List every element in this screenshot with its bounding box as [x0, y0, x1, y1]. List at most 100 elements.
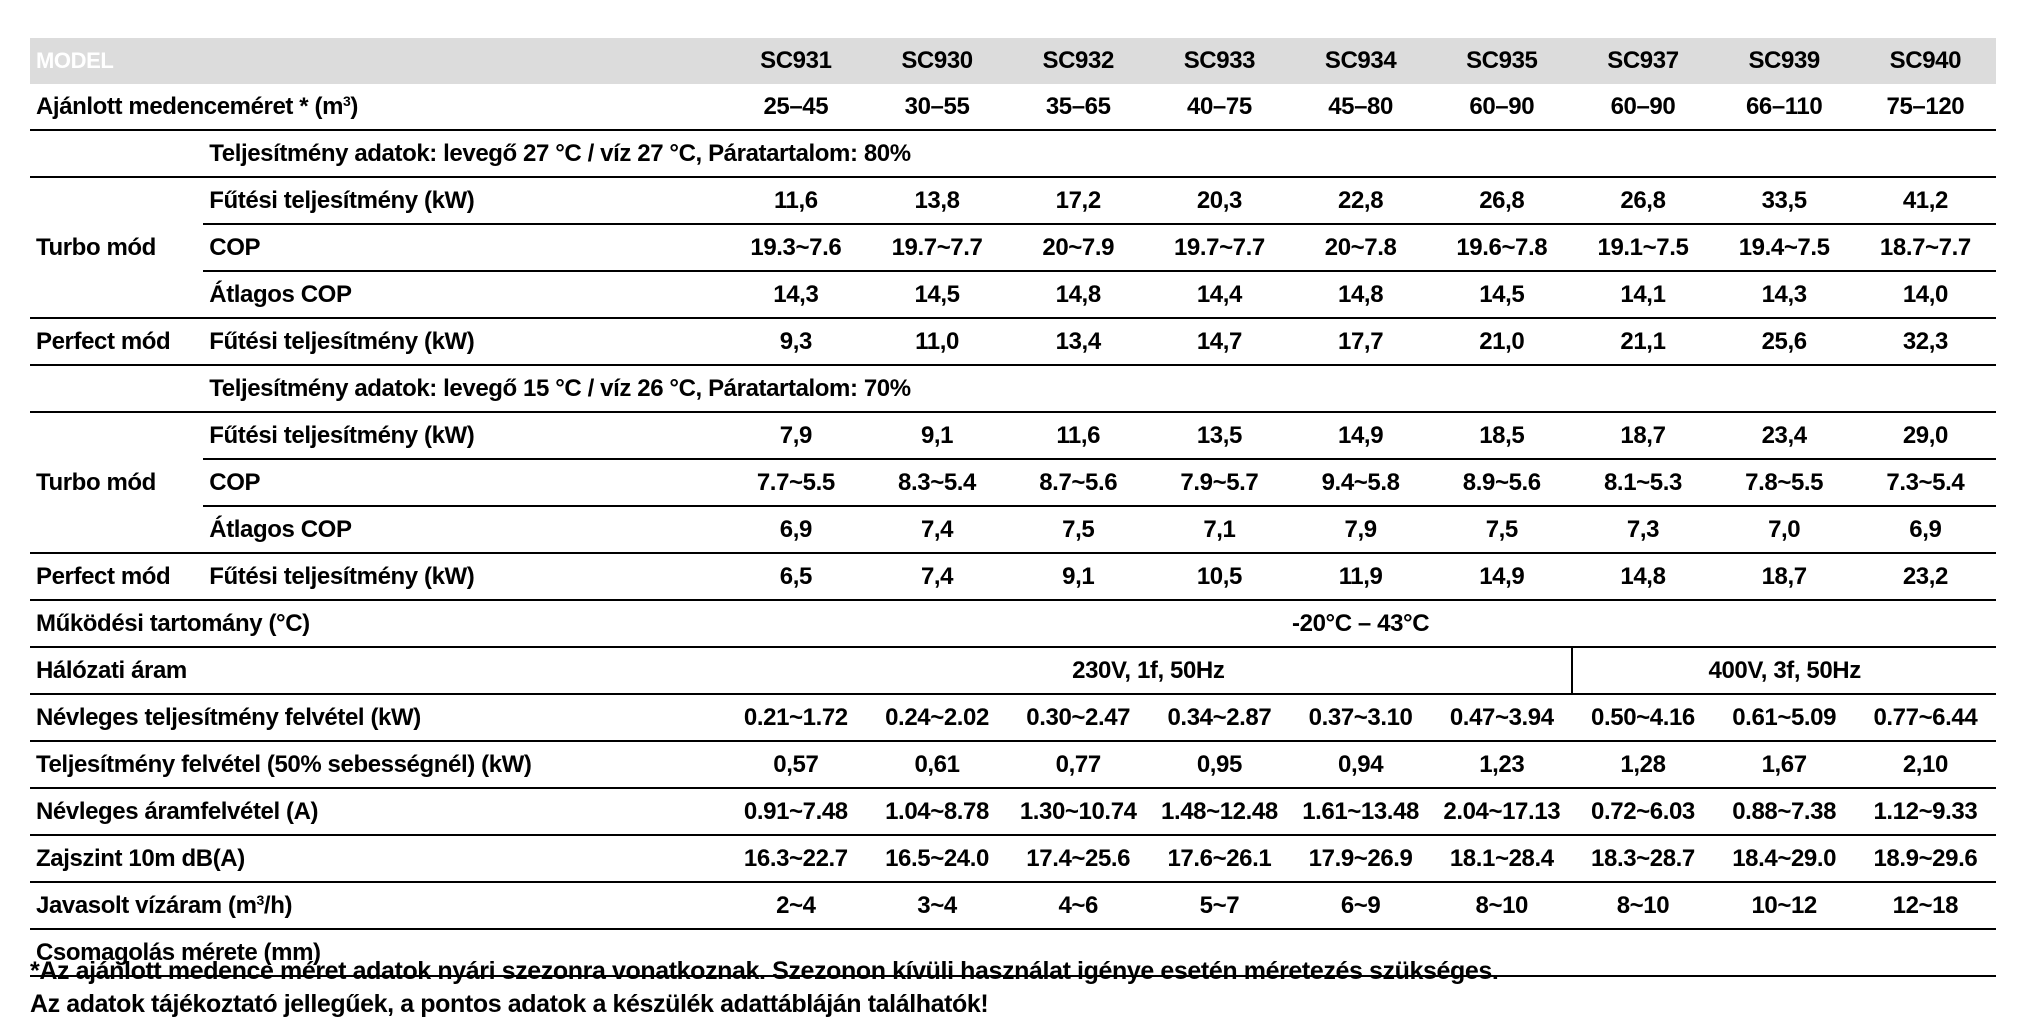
noise-level-label: Zajszint 10m dB(A): [30, 835, 726, 883]
turbo-cop-value: 19.7~7.7: [1148, 224, 1290, 272]
pool-size-value: 60–90: [1431, 84, 1573, 131]
model-header-row: MODEL SC931 SC930 SC932 SC933 SC934 SC93…: [30, 38, 1996, 84]
pool-size-value: 40–75: [1148, 84, 1290, 131]
turbo-cop-value: 8.1~5.3: [1572, 459, 1714, 507]
turbo-cop-label: COP: [203, 459, 726, 507]
packaging-size-cell: [866, 929, 1008, 977]
rated-input-value: 0.77~6.44: [1854, 694, 1996, 742]
mains-power-label: Hálózati áram: [30, 647, 726, 695]
spec-sheet: MODEL SC931 SC930 SC932 SC933 SC934 SC93…: [30, 38, 1996, 977]
turbo-heat-value: 18,7: [1572, 412, 1714, 460]
turbo-heat-value: 20,3: [1148, 177, 1290, 225]
rated-current-value: 2.04~17.13: [1431, 788, 1573, 836]
pool-size-row: Ajánlott medenceméret * (m3) 25–45 30–55 3…: [30, 84, 1996, 131]
packaging-size-cell: [1854, 929, 1996, 977]
water-flow-value: 8~10: [1431, 882, 1573, 930]
turbo-heat-row: Turbo mód Fűtési teljesítmény (kW) 11,6 13,…: [30, 177, 1996, 319]
turbo-avg-cop-value: 7,5: [1431, 506, 1573, 554]
water-flow-value: 2~4: [725, 882, 867, 930]
spec-table-body: MODEL SC931 SC930 SC932 SC933 SC934 SC93…: [30, 38, 1996, 977]
turbo-avg-cop-label: Átlagos COP: [203, 506, 726, 554]
perfect-heat-value: 9,1: [1007, 553, 1149, 601]
water-flow-label: Javasolt vízáram (m3/h): [30, 882, 726, 930]
turbo-avg-cop-value: 7,0: [1713, 506, 1855, 554]
perfect-heat-value: 11,0: [866, 318, 1008, 366]
turbo-cop-value: 20~7.8: [1290, 224, 1432, 272]
packaging-size-cell: [1007, 929, 1149, 977]
rated-input-value: 0.34~2.87: [1148, 694, 1290, 742]
input-50-percent-value: 1,23: [1431, 741, 1573, 789]
operating-range-row: Működési tartomány (°C) -20°C – 43°C: [30, 600, 1996, 648]
perfect-heat-row: Perfect mód Fűtési teljesítmény (kW) 6,5 7,…: [30, 553, 1996, 601]
turbo-heat-value: 9,1: [866, 412, 1008, 460]
input-50-percent-value: 0,61: [866, 741, 1008, 789]
perfect-heat-label: Fűtési teljesítmény (kW): [203, 553, 726, 601]
rated-current-value: 1.48~12.48: [1148, 788, 1290, 836]
mains-three-phase: 400V, 3f, 50Hz: [1572, 647, 1996, 695]
rated-input-value: 0.21~1.72: [725, 694, 867, 742]
turbo-cop-row: COP 19.3~7.6 19.7~7.7 20~7.9 19.7~7.7 20~7.8 1…: [30, 224, 1996, 272]
footnote-line: Az adatok tájékoztató jellegűek, a ponto…: [30, 990, 989, 1018]
pool-size-label: Ajánlott medenceméret * (m3): [30, 84, 726, 131]
rated-current-value: 0.88~7.38: [1713, 788, 1855, 836]
water-flow-row: Javasolt vízáram (m3/h) 2~4 3~4 4~6 5~7 6~9 8~…: [30, 882, 1996, 930]
noise-level-value: 18.1~28.4: [1431, 835, 1573, 883]
pool-size-value: 35–65: [1007, 84, 1149, 131]
perfect-heat-value: 17,7: [1290, 318, 1432, 366]
perfect-heat-value: 25,6: [1713, 318, 1855, 366]
packaging-size-cell: [725, 929, 867, 977]
turbo-cop-value: 8.3~5.4: [866, 459, 1008, 507]
pool-size-value: 30–55: [866, 84, 1008, 131]
noise-level-value: 18.3~28.7: [1572, 835, 1714, 883]
perfect-heat-row: Perfect mód Fűtési teljesítmény (kW) 9,3 11…: [30, 318, 1996, 366]
turbo-heat-label: Fűtési teljesítmény (kW): [203, 412, 726, 460]
turbo-heat-value: 7,9: [725, 412, 867, 460]
turbo-heat-value: 33,5: [1713, 177, 1855, 225]
model-name: SC939: [1713, 38, 1855, 84]
perfect-heat-value: 23,2: [1854, 553, 1996, 601]
model-name: SC930: [866, 38, 1008, 84]
packaging-size-cell: [1148, 929, 1290, 977]
turbo-cop-value: 7.9~5.7: [1148, 459, 1290, 507]
condition-title-row: Teljesítmény adatok: levegő 27 °C / víz …: [30, 130, 1996, 178]
rated-current-label: Névleges áramfelvétel (A): [30, 788, 726, 836]
model-label: MODEL: [30, 38, 726, 84]
condition-spacer: [30, 130, 204, 178]
pool-size-value: 66–110: [1713, 84, 1855, 131]
perfect-mode-label: Perfect mód: [30, 318, 204, 366]
turbo-cop-value: 19.4~7.5: [1713, 224, 1855, 272]
rated-input-value: 0.61~5.09: [1713, 694, 1855, 742]
turbo-avg-cop-value: 14,4: [1148, 271, 1290, 319]
noise-level-value: 17.6~26.1: [1148, 835, 1290, 883]
turbo-cop-value: 19.7~7.7: [866, 224, 1008, 272]
rated-input-value: 0.24~2.02: [866, 694, 1008, 742]
model-name: SC932: [1007, 38, 1149, 84]
turbo-cop-value: 19.6~7.8: [1431, 224, 1573, 272]
perfect-heat-value: 6,5: [725, 553, 867, 601]
rated-current-value: 0.72~6.03: [1572, 788, 1714, 836]
turbo-avg-cop-value: 14,5: [866, 271, 1008, 319]
turbo-avg-cop-value: 6,9: [1854, 506, 1996, 554]
turbo-heat-value: 13,5: [1148, 412, 1290, 460]
turbo-heat-value: 18,5: [1431, 412, 1573, 460]
turbo-avg-cop-value: 7,3: [1572, 506, 1714, 554]
turbo-avg-cop-value: 7,9: [1290, 506, 1432, 554]
perfect-heat-value: 11,9: [1290, 553, 1432, 601]
rated-input-value: 0.47~3.94: [1431, 694, 1573, 742]
turbo-heat-value: 11,6: [1007, 412, 1149, 460]
perfect-heat-value: 21,1: [1572, 318, 1714, 366]
pool-size-label-text: Ajánlott medenceméret * (m: [36, 92, 344, 120]
turbo-heat-value: 11,6: [725, 177, 867, 225]
condition-title: Teljesítmény adatok: levegő 15 °C / víz …: [203, 365, 1996, 413]
perfect-heat-value: 10,5: [1148, 553, 1290, 601]
packaging-size-cell: [1572, 929, 1714, 977]
perfect-mode-label: Perfect mód: [30, 553, 204, 601]
turbo-avg-cop-value: 14,0: [1854, 271, 1996, 319]
rated-current-value: 1.04~8.78: [866, 788, 1008, 836]
noise-level-row: Zajszint 10m dB(A) 16.3~22.7 16.5~24.0 17.4…: [30, 835, 1996, 883]
input-50-percent-value: 0,57: [725, 741, 867, 789]
noise-level-value: 16.5~24.0: [866, 835, 1008, 883]
turbo-heat-value: 22,8: [1290, 177, 1432, 225]
turbo-avg-cop-value: 6,9: [725, 506, 867, 554]
turbo-cop-value: 20~7.9: [1007, 224, 1149, 272]
